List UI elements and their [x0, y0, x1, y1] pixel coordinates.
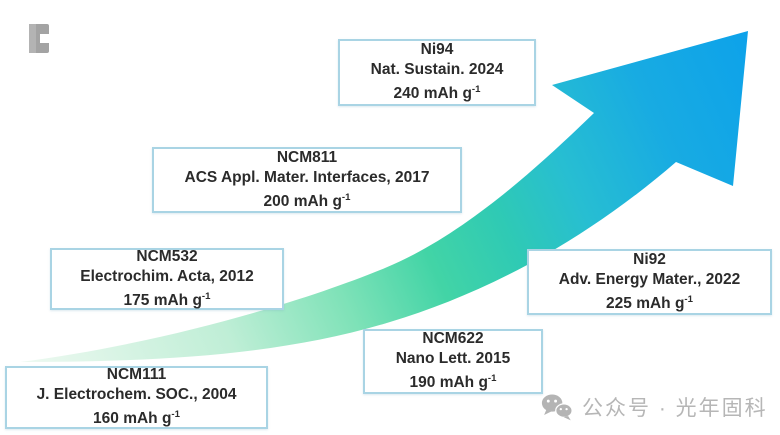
- material-name: Ni92: [633, 250, 666, 268]
- capacity-exponent: -1: [471, 84, 481, 96]
- capacity-value: 190 mAh g-1: [365, 369, 541, 393]
- capacity-exponent: -1: [201, 290, 211, 302]
- brand-logo: [29, 24, 49, 53]
- milestone-box-ncm111: NCM111 J. Electrochem. SOC., 2004 160 mA…: [5, 366, 268, 429]
- capacity-text: 200 mAh g: [263, 193, 342, 211]
- capacity-exponent: -1: [341, 191, 351, 203]
- capacity-exponent: -1: [171, 409, 180, 421]
- capacity-value: 225 mAh g-1: [529, 290, 770, 314]
- material-name: NCM622: [422, 330, 484, 348]
- publication-source: Electrochim. Acta, 2012: [80, 267, 254, 285]
- capacity-exponent: -1: [487, 373, 497, 385]
- trend-arrow-shape: [20, 31, 748, 362]
- capacity-value: 160 mAh g-1: [7, 405, 266, 429]
- watermark: 公众号 · 光年固科: [541, 392, 768, 422]
- milestone-box-ni94: Ni94 Nat. Sustain. 2024 240 mAh g-1: [338, 39, 536, 106]
- publication-source: Adv. Energy Mater., 2022: [558, 270, 741, 288]
- logo-shade: [29, 24, 36, 53]
- publication-source: Nano Lett. 2015: [395, 350, 511, 368]
- capacity-exponent: -1: [684, 293, 693, 305]
- material-name: NCM811: [276, 148, 338, 166]
- capacity-text: 190 mAh g: [409, 374, 488, 392]
- milestone-box-ni92: Ni92 Adv. Energy Mater., 2022 225 mAh g-…: [527, 249, 772, 315]
- capacity-value: 200 mAh g-1: [154, 188, 460, 212]
- watermark-text: 公众号 · 光年固科: [582, 397, 768, 420]
- publication-source: ACS Appl. Mater. Interfaces, 2017: [184, 168, 430, 186]
- publication-source: Nat. Sustain. 2024: [370, 61, 504, 79]
- capacity-value: 175 mAh g-1: [52, 287, 282, 311]
- publication-source: J. Electrochem. SOC., 2004: [36, 386, 237, 404]
- material-name: NCM111: [106, 366, 167, 384]
- material-name: Ni94: [420, 41, 454, 59]
- capacity-value: 240 mAh g-1: [340, 80, 534, 104]
- logo-notch: [40, 34, 49, 43]
- capacity-text: 175 mAh g: [123, 292, 202, 310]
- capacity-text: 225 mAh g: [606, 295, 685, 313]
- capacity-text: 240 mAh g: [393, 85, 472, 103]
- milestone-box-ncm622: NCM622 Nano Lett. 2015 190 mAh g-1: [363, 329, 543, 394]
- milestone-box-ncm811: NCM811 ACS Appl. Mater. Interfaces, 2017…: [152, 147, 462, 213]
- capacity-text: 160 mAh g: [93, 410, 172, 428]
- material-name: NCM532: [136, 247, 198, 265]
- milestone-box-ncm532: NCM532 Electrochim. Acta, 2012 175 mAh g…: [50, 248, 284, 310]
- wechat-icon: [541, 394, 573, 420]
